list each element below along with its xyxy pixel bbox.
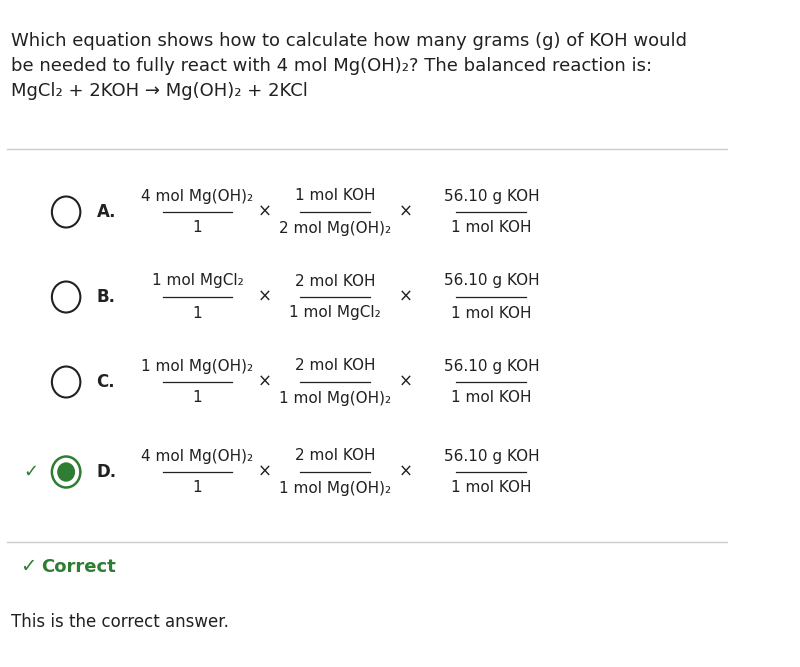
Text: Correct: Correct bbox=[42, 558, 116, 576]
Text: ×: × bbox=[399, 463, 413, 481]
Text: 2 mol KOH: 2 mol KOH bbox=[295, 358, 375, 374]
Text: B.: B. bbox=[97, 288, 115, 306]
Text: 1 mol MgCl₂: 1 mol MgCl₂ bbox=[151, 273, 243, 289]
Text: ×: × bbox=[258, 373, 271, 391]
Text: 2 mol KOH: 2 mol KOH bbox=[295, 273, 375, 289]
Text: ×: × bbox=[258, 463, 271, 481]
Text: ×: × bbox=[399, 288, 413, 306]
Text: 56.10 g KOH: 56.10 g KOH bbox=[443, 448, 539, 464]
Text: 1: 1 bbox=[193, 480, 202, 496]
Text: 1: 1 bbox=[193, 305, 202, 321]
Text: ×: × bbox=[258, 288, 271, 306]
Text: 1 mol Mg(OH)₂: 1 mol Mg(OH)₂ bbox=[279, 480, 391, 496]
Text: 1 mol MgCl₂: 1 mol MgCl₂ bbox=[290, 305, 381, 321]
Text: 1 mol KOH: 1 mol KOH bbox=[451, 390, 531, 406]
Text: This is the correct answer.: This is the correct answer. bbox=[11, 613, 229, 631]
Text: 4 mol Mg(OH)₂: 4 mol Mg(OH)₂ bbox=[142, 448, 254, 464]
Text: ×: × bbox=[399, 373, 413, 391]
Text: ✓: ✓ bbox=[20, 558, 37, 576]
Text: 56.10 g KOH: 56.10 g KOH bbox=[443, 189, 539, 203]
Text: 2 mol Mg(OH)₂: 2 mol Mg(OH)₂ bbox=[279, 221, 391, 235]
Text: 1 mol Mg(OH)₂: 1 mol Mg(OH)₂ bbox=[279, 390, 391, 406]
Text: 1 mol Mg(OH)₂: 1 mol Mg(OH)₂ bbox=[142, 358, 254, 374]
Text: 2 mol KOH: 2 mol KOH bbox=[295, 448, 375, 464]
Text: 1 mol KOH: 1 mol KOH bbox=[451, 305, 531, 321]
Text: 4 mol Mg(OH)₂: 4 mol Mg(OH)₂ bbox=[142, 189, 254, 203]
Text: 1: 1 bbox=[193, 390, 202, 406]
Text: 1 mol KOH: 1 mol KOH bbox=[295, 189, 375, 203]
Text: Which equation shows how to calculate how many grams (g) of KOH would
be needed : Which equation shows how to calculate ho… bbox=[11, 32, 687, 100]
Text: 56.10 g KOH: 56.10 g KOH bbox=[443, 358, 539, 374]
Text: ×: × bbox=[399, 203, 413, 221]
Text: 1 mol KOH: 1 mol KOH bbox=[451, 480, 531, 496]
Text: ×: × bbox=[258, 203, 271, 221]
Text: C.: C. bbox=[97, 373, 115, 391]
Text: 56.10 g KOH: 56.10 g KOH bbox=[443, 273, 539, 289]
Circle shape bbox=[58, 463, 74, 481]
Text: A.: A. bbox=[97, 203, 116, 221]
Text: D.: D. bbox=[97, 463, 117, 481]
Text: ✓: ✓ bbox=[24, 463, 38, 481]
Text: 1: 1 bbox=[193, 221, 202, 235]
Text: 1 mol KOH: 1 mol KOH bbox=[451, 221, 531, 235]
